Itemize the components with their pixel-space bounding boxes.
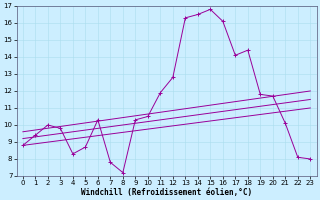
X-axis label: Windchill (Refroidissement éolien,°C): Windchill (Refroidissement éolien,°C) bbox=[81, 188, 252, 197]
